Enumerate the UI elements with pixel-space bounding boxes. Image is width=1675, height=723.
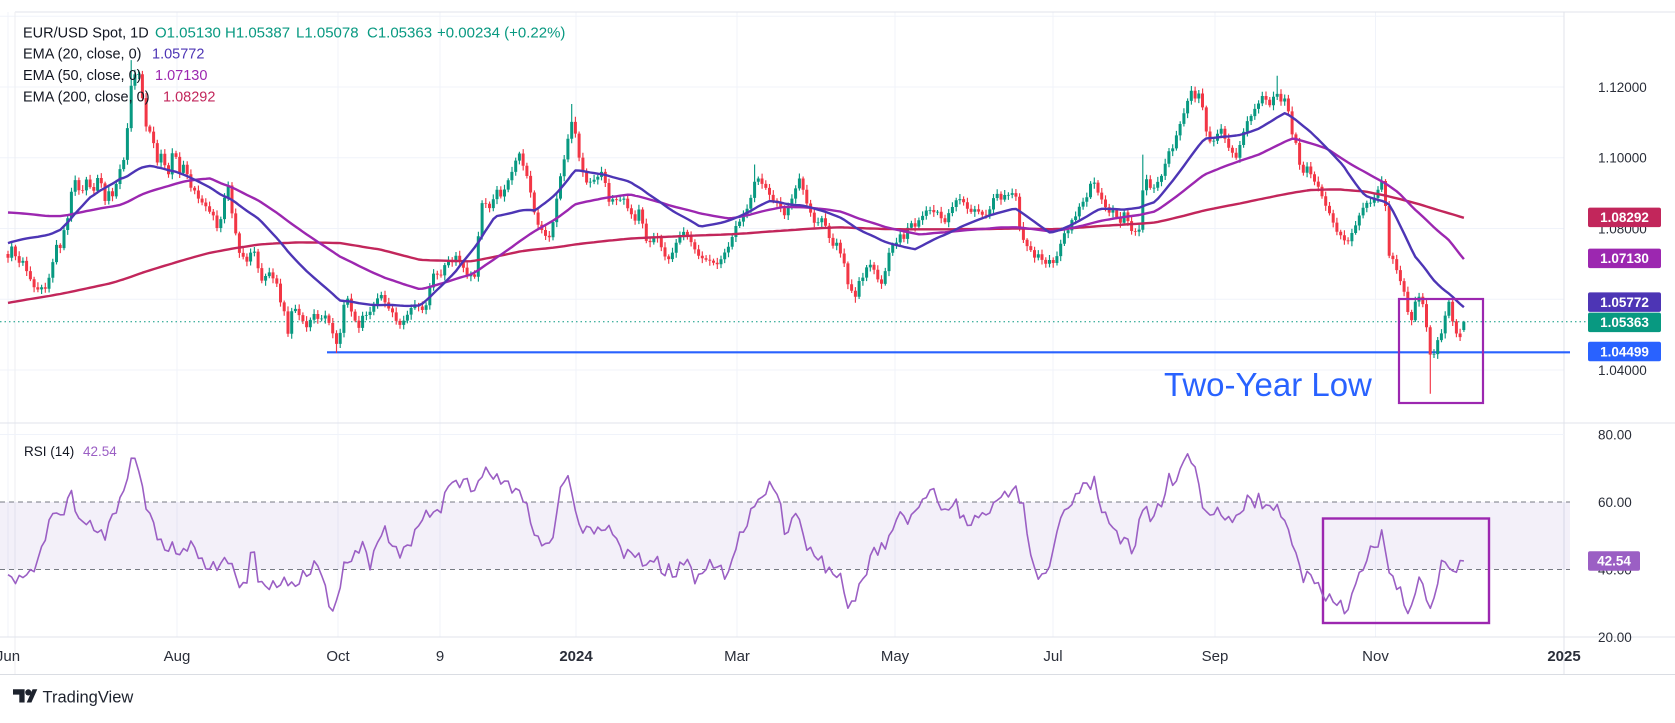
svg-text:80.00: 80.00 xyxy=(1598,427,1632,442)
svg-text:1.08292: 1.08292 xyxy=(1600,210,1649,225)
svg-text:1.12000: 1.12000 xyxy=(1598,80,1647,95)
svg-text:Mar: Mar xyxy=(724,648,750,665)
svg-text:1.05772: 1.05772 xyxy=(1600,295,1649,310)
svg-text:42.54: 42.54 xyxy=(83,444,117,459)
svg-text:Jun: Jun xyxy=(0,648,20,665)
svg-text:H1.05387: H1.05387 xyxy=(225,25,290,42)
svg-text:May: May xyxy=(881,648,910,665)
svg-text:20.00: 20.00 xyxy=(1598,630,1632,645)
svg-text:1.04000: 1.04000 xyxy=(1598,363,1647,378)
svg-text:Nov: Nov xyxy=(1362,648,1389,665)
svg-text:1.04499: 1.04499 xyxy=(1600,344,1649,359)
svg-text:+0.00234 (+0.22%): +0.00234 (+0.22%) xyxy=(437,25,565,42)
svg-text:Jul: Jul xyxy=(1043,648,1062,665)
svg-text:Oct: Oct xyxy=(326,648,350,665)
svg-text:EMA (20, close, 0): EMA (20, close, 0) xyxy=(23,47,141,63)
svg-text:Aug: Aug xyxy=(164,648,191,665)
svg-text:1.07130: 1.07130 xyxy=(155,68,207,84)
svg-text:EMA (50, close, 0): EMA (50, close, 0) xyxy=(23,68,141,84)
svg-text:9: 9 xyxy=(436,648,444,665)
svg-text:60.00: 60.00 xyxy=(1598,495,1632,510)
svg-text:EUR/USD Spot, 1D: EUR/USD Spot, 1D xyxy=(23,26,149,42)
svg-text:O1.05130: O1.05130 xyxy=(155,25,221,42)
svg-text:C1.05363: C1.05363 xyxy=(367,25,432,42)
svg-text:EMA (200, close, 0): EMA (200, close, 0) xyxy=(23,90,150,106)
svg-text:Sep: Sep xyxy=(1202,648,1229,665)
svg-text:1.05363: 1.05363 xyxy=(1600,315,1649,330)
svg-text:L1.05078: L1.05078 xyxy=(296,25,359,42)
svg-text:2024: 2024 xyxy=(559,648,593,665)
svg-text:1.05772: 1.05772 xyxy=(152,47,204,63)
svg-text:1.10000: 1.10000 xyxy=(1598,151,1647,166)
svg-text:1.07130: 1.07130 xyxy=(1600,251,1649,266)
svg-text:1.08292: 1.08292 xyxy=(163,90,215,106)
svg-text:TradingView: TradingView xyxy=(43,689,134,707)
svg-text:2025: 2025 xyxy=(1547,648,1580,665)
svg-text:42.54: 42.54 xyxy=(1597,554,1631,569)
svg-text:RSI (14): RSI (14) xyxy=(24,444,74,459)
svg-text:Two-Year Low: Two-Year Low xyxy=(1164,366,1372,403)
